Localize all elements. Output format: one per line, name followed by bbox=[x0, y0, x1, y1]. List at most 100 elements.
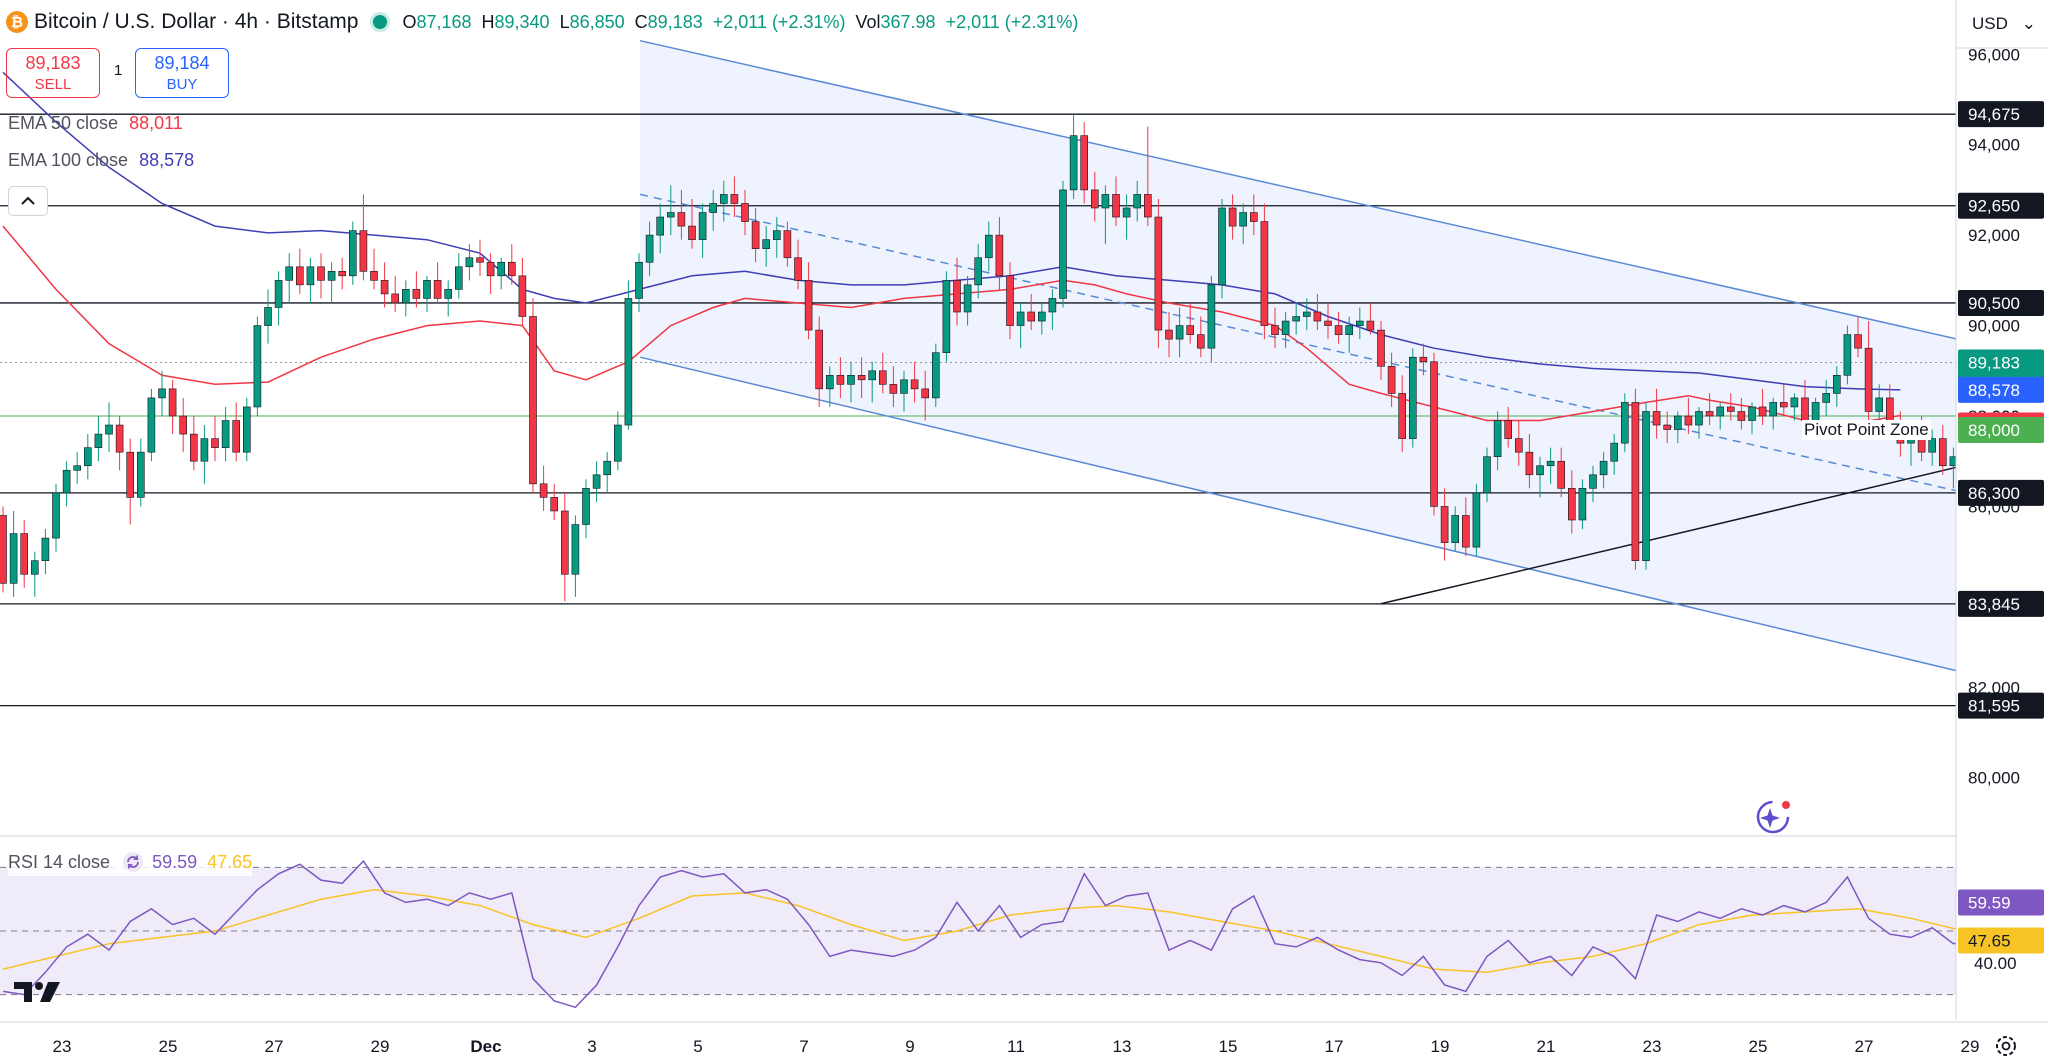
candle bbox=[1652, 388, 1661, 439]
candle-body bbox=[1207, 284, 1216, 349]
candle bbox=[1366, 302, 1375, 335]
candle-body bbox=[1091, 189, 1099, 209]
candle bbox=[1122, 194, 1131, 240]
candle-body bbox=[709, 203, 718, 213]
candle-body bbox=[1652, 411, 1661, 426]
candle bbox=[953, 257, 961, 326]
candle bbox=[1091, 171, 1099, 222]
candle bbox=[1292, 302, 1300, 335]
candle-body bbox=[1515, 438, 1523, 453]
sparkle-icon[interactable] bbox=[1752, 796, 1794, 838]
candle-body bbox=[730, 194, 739, 204]
candle-body bbox=[963, 284, 972, 313]
tradingview-logo-icon[interactable] bbox=[12, 976, 64, 1006]
collapse-legend-button[interactable] bbox=[8, 186, 48, 216]
candle-body bbox=[1864, 347, 1873, 412]
symbol-title[interactable]: Bitcoin / U.S. Dollar · 4h · Bitstamp bbox=[34, 10, 359, 33]
candle bbox=[1027, 293, 1035, 331]
candle-body bbox=[423, 280, 431, 299]
candle-body bbox=[179, 415, 187, 435]
sell-button[interactable]: 89,183 SELL bbox=[6, 48, 100, 98]
time-tick-label: 23 bbox=[53, 1037, 72, 1056]
candle bbox=[52, 483, 60, 552]
ema100-badge-bg bbox=[1958, 376, 2044, 403]
candle bbox=[94, 416, 103, 462]
candle-body bbox=[295, 266, 304, 286]
candle bbox=[433, 262, 442, 303]
candle bbox=[1334, 312, 1343, 344]
buy-button[interactable]: 89,184 BUY bbox=[135, 48, 229, 98]
refresh-icon[interactable] bbox=[122, 851, 144, 873]
candle-body bbox=[889, 384, 898, 394]
candle bbox=[211, 416, 219, 462]
currency-select[interactable]: USD ⌄ bbox=[1962, 9, 2042, 39]
channel-middle-line bbox=[639, 193, 2048, 513]
candle-body bbox=[1758, 406, 1767, 417]
time-tick-label: 29 bbox=[371, 1037, 390, 1056]
candle bbox=[1716, 402, 1724, 430]
candle-body bbox=[772, 230, 781, 240]
candle bbox=[931, 343, 940, 407]
candle-body bbox=[836, 375, 845, 385]
candle bbox=[380, 262, 389, 308]
ema100-legend[interactable]: EMA 100 close 88,578 bbox=[8, 150, 194, 171]
level-badge-5-bg bbox=[1958, 692, 2044, 719]
candle bbox=[1069, 113, 1078, 199]
candle bbox=[550, 483, 559, 520]
candle-body bbox=[1462, 515, 1470, 548]
candle bbox=[539, 465, 548, 511]
candle bbox=[137, 438, 145, 507]
candle bbox=[232, 402, 240, 462]
candle-body bbox=[1780, 402, 1788, 408]
candle bbox=[677, 189, 686, 240]
candle-body bbox=[1578, 488, 1587, 521]
candle bbox=[857, 357, 866, 398]
candle-body bbox=[9, 533, 18, 584]
candle-body bbox=[20, 533, 29, 575]
rsi-ma-badge: 47.65 bbox=[1968, 931, 2011, 950]
candle bbox=[317, 253, 325, 299]
rsi-value: 59.59 bbox=[152, 851, 198, 872]
candle bbox=[571, 515, 580, 597]
candle-body bbox=[1122, 207, 1131, 218]
level-badge-2-bg bbox=[1958, 289, 2044, 316]
candle bbox=[1589, 465, 1597, 502]
candle bbox=[1281, 312, 1290, 349]
time-tick-label: 11 bbox=[1007, 1037, 1025, 1056]
candle bbox=[497, 257, 506, 290]
candle bbox=[1515, 420, 1523, 466]
rsi-tick-label: 40.00 bbox=[1974, 954, 2017, 973]
sell-label: SELL bbox=[34, 76, 72, 93]
candle-body bbox=[624, 298, 633, 426]
rsi-legend[interactable]: RSI 14 close 59.59 47.65 bbox=[8, 848, 253, 876]
candle-body bbox=[486, 261, 495, 277]
candle-body bbox=[1016, 311, 1025, 326]
candle-body bbox=[815, 329, 824, 390]
candle-body bbox=[931, 352, 940, 399]
candle-body bbox=[115, 424, 124, 453]
candle-body bbox=[762, 239, 771, 249]
candle bbox=[518, 257, 527, 326]
candle-body bbox=[1716, 406, 1724, 417]
price-tick-label: 94,000 bbox=[1968, 136, 2020, 155]
candle-body bbox=[539, 483, 548, 498]
candle bbox=[1313, 293, 1322, 331]
candle-body bbox=[497, 261, 506, 277]
candle-body bbox=[1939, 438, 1947, 467]
candle-body bbox=[1133, 194, 1141, 209]
pivot-badge: 88,000 bbox=[1968, 421, 2020, 440]
candle bbox=[783, 221, 792, 267]
candle-body bbox=[1621, 402, 1629, 444]
candle bbox=[1186, 302, 1194, 344]
candle bbox=[1493, 411, 1502, 471]
candle bbox=[1568, 470, 1576, 534]
candle-body bbox=[529, 316, 537, 485]
candle bbox=[1133, 180, 1141, 222]
low-value: 86,850 bbox=[569, 11, 625, 32]
candle bbox=[401, 280, 410, 317]
candle-body bbox=[1334, 325, 1343, 335]
candle bbox=[295, 248, 304, 294]
ema50-legend[interactable]: EMA 50 close 88,011 bbox=[8, 113, 183, 134]
